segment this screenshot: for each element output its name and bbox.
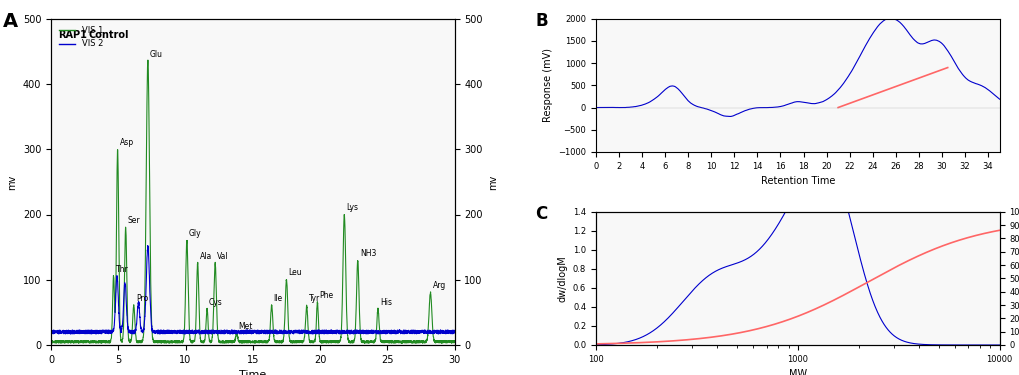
Y-axis label: mv: mv (488, 174, 498, 189)
VIS 1 (217, 339, 229, 344)
VIS 2 (448, 330, 461, 334)
Text: Thr: Thr (115, 265, 128, 274)
Line: VIS 2: VIS 2 (51, 246, 454, 334)
Text: Phe: Phe (319, 291, 333, 300)
X-axis label: Retention Time: Retention Time (760, 176, 835, 186)
VIS 2 (440, 330, 452, 334)
Text: Ile: Ile (273, 294, 282, 303)
Text: His: His (380, 297, 391, 306)
Text: RAP1: RAP1 (58, 30, 87, 40)
VIS 1 (142, 58, 154, 62)
Text: Cys: Cys (209, 297, 222, 306)
Text: Ala: Ala (200, 252, 212, 261)
Text: A: A (3, 12, 17, 31)
VIS 2 (397, 328, 410, 332)
Legend: VIS 1, VIS 2: VIS 1, VIS 2 (55, 23, 106, 52)
Y-axis label: dw/dlogM: dw/dlogM (556, 255, 567, 302)
Text: Val: Val (217, 252, 228, 261)
VIS 2 (217, 331, 229, 335)
X-axis label: MW: MW (788, 369, 806, 375)
VIS 1 (435, 341, 447, 345)
Text: Asp: Asp (119, 138, 133, 147)
Text: NH3: NH3 (360, 249, 376, 258)
Y-axis label: Response (mV): Response (mV) (542, 48, 552, 122)
VIS 1 (115, 338, 127, 342)
VIS 2 (142, 243, 154, 248)
Text: Lys: Lys (346, 203, 358, 212)
VIS 2 (115, 329, 127, 334)
Text: Ser: Ser (127, 216, 141, 225)
VIS 1 (91, 340, 103, 345)
Text: Gly: Gly (189, 229, 202, 238)
Text: Arg: Arg (432, 281, 445, 290)
Text: Glu: Glu (150, 50, 163, 58)
Text: C: C (535, 205, 547, 223)
Text: Pro: Pro (136, 294, 148, 303)
Text: B: B (535, 12, 547, 30)
VIS 2 (91, 329, 103, 333)
X-axis label: Time: Time (239, 370, 266, 375)
Text: Leu: Leu (288, 268, 302, 277)
Text: Met: Met (238, 322, 253, 332)
VIS 2 (52, 332, 64, 336)
VIS 1 (448, 339, 461, 343)
VIS 1 (440, 340, 452, 345)
Line: VIS 1: VIS 1 (51, 60, 454, 343)
Y-axis label: mv: mv (7, 174, 17, 189)
VIS 2 (200, 330, 212, 334)
Text: Tyr: Tyr (309, 294, 320, 303)
Text: Control: Control (89, 30, 129, 40)
VIS 1 (200, 323, 212, 328)
VIS 1 (45, 340, 57, 344)
VIS 2 (45, 332, 57, 336)
VIS 1 (396, 339, 409, 343)
